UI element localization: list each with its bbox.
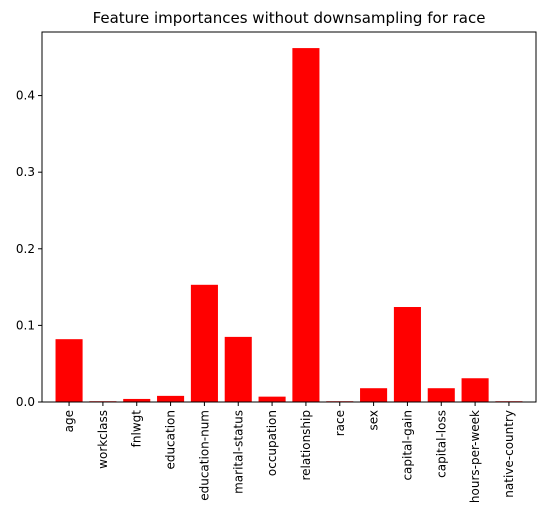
x-tick-label: hours-per-week bbox=[468, 410, 482, 503]
bar-capital-gain bbox=[393, 307, 421, 402]
x-tick-label: capital-loss bbox=[434, 410, 448, 478]
plot-frame bbox=[41, 31, 537, 403]
y-tick-label: 0.2 bbox=[16, 242, 35, 256]
bar-age bbox=[55, 339, 83, 402]
chart-title: Feature importances without downsampling… bbox=[93, 9, 486, 27]
bar-marital-status bbox=[224, 336, 252, 402]
bar-capital-loss bbox=[427, 388, 455, 402]
x-tick-label: native-country bbox=[502, 410, 516, 498]
y-tick-label: 0.4 bbox=[16, 89, 35, 103]
x-tick-label: capital-gain bbox=[400, 410, 414, 481]
bar-fnlwgt bbox=[123, 398, 151, 402]
x-tick-label: marital-status bbox=[231, 410, 245, 494]
x-tick-label: occupation bbox=[265, 410, 279, 476]
bar-occupation bbox=[258, 396, 286, 402]
x-tick-label: fnlwgt bbox=[130, 410, 144, 448]
x-tick-label: race bbox=[333, 410, 347, 436]
y-axis: 0.0 0.1 0.2 0.3 0.4 bbox=[16, 89, 42, 409]
bar-education-num bbox=[190, 284, 218, 402]
y-tick-label: 0.3 bbox=[16, 165, 35, 179]
bars-group bbox=[55, 48, 523, 403]
bar-education bbox=[157, 395, 185, 402]
bar-sex bbox=[360, 388, 388, 402]
x-tick-label: education-num bbox=[197, 410, 211, 501]
y-tick-label: 0.1 bbox=[16, 318, 35, 332]
bar-hours-per-week bbox=[461, 378, 489, 402]
x-axis: age workclass fnlwgt education education-num… bbox=[62, 402, 516, 503]
x-tick-label: sex bbox=[367, 410, 381, 431]
x-tick-label: age bbox=[62, 410, 76, 432]
y-tick-label: 0.0 bbox=[16, 395, 35, 409]
bar-relationship bbox=[292, 48, 320, 403]
x-tick-label: workclass bbox=[96, 410, 110, 469]
x-tick-label: education bbox=[164, 410, 178, 470]
x-tick-label: relationship bbox=[299, 410, 313, 481]
